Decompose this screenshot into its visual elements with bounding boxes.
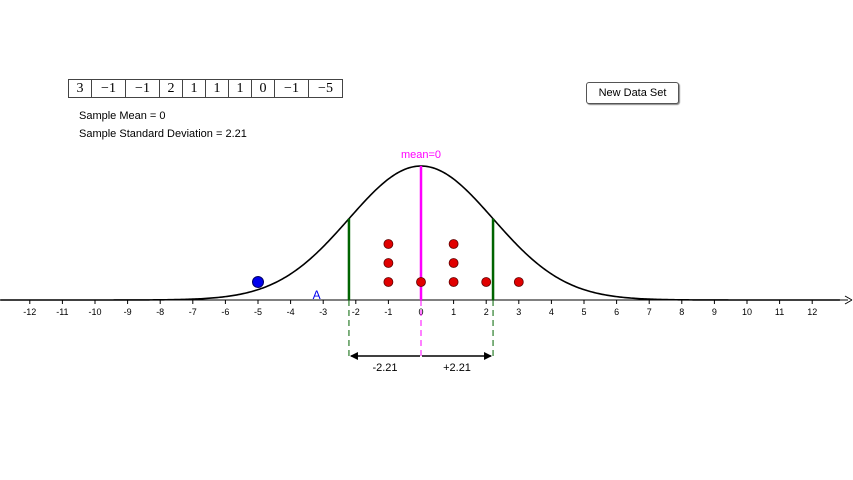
x-tick-label: 2 xyxy=(484,307,489,317)
x-tick-label: 4 xyxy=(549,307,554,317)
x-tick-label: 5 xyxy=(581,307,586,317)
x-tick-label: 8 xyxy=(679,307,684,317)
data-dot xyxy=(383,258,394,268)
x-tick-label: -3 xyxy=(319,307,327,317)
data-dot xyxy=(416,277,426,287)
data-values-row: 3 −1 −1 2 1 1 1 0 −1 −5 xyxy=(68,79,343,98)
minus-sd-label: -2.21 xyxy=(372,362,397,374)
point-a xyxy=(252,276,264,288)
mean-label: mean=0 xyxy=(401,149,441,161)
x-axis-arrow xyxy=(844,295,853,305)
data-value-cell: 0 xyxy=(251,79,275,98)
x-tick-label: -1 xyxy=(384,307,392,317)
x-tick-label: -5 xyxy=(254,307,262,317)
data-value-cell: 1 xyxy=(182,79,206,98)
x-tick-label: -4 xyxy=(287,307,295,317)
data-value-cell: −5 xyxy=(308,79,343,98)
data-dot xyxy=(448,277,459,287)
data-values-table: 3 −1 −1 2 1 1 1 0 −1 −5 xyxy=(68,79,343,98)
data-value-cell: −1 xyxy=(91,79,126,98)
plus-sd-label: +2.21 xyxy=(443,362,471,374)
sample-sd-label: Sample Standard Deviation = 2.21 xyxy=(79,128,247,140)
new-data-set-button[interactable]: New Data Set xyxy=(586,82,679,104)
data-dot xyxy=(383,239,394,249)
x-tick-label: -9 xyxy=(124,307,132,317)
sample-mean-label: Sample Mean = 0 xyxy=(79,110,166,122)
x-tick-label: 12 xyxy=(807,307,817,317)
x-tick-label: 7 xyxy=(647,307,652,317)
x-tick-label: 9 xyxy=(712,307,717,317)
x-tick-label: -7 xyxy=(189,307,197,317)
data-value-cell: 2 xyxy=(159,79,183,98)
data-dot xyxy=(448,258,459,268)
x-tick-label: 6 xyxy=(614,307,619,317)
x-tick-label: -10 xyxy=(88,307,101,317)
data-dot xyxy=(448,239,459,249)
x-tick-label: -8 xyxy=(156,307,164,317)
point-a-label: A xyxy=(313,288,321,302)
x-tick-label: 11 xyxy=(775,307,784,317)
x-tick-label: -11 xyxy=(56,307,68,317)
x-tick-label: 1 xyxy=(451,307,456,317)
data-dots-group xyxy=(252,239,524,288)
data-value-cell: 1 xyxy=(205,79,229,98)
data-dot xyxy=(513,277,524,287)
data-value-cell: 1 xyxy=(228,79,252,98)
x-tick-label: -2 xyxy=(352,307,360,317)
data-dot xyxy=(481,277,492,287)
x-tick-label: 10 xyxy=(742,307,752,317)
x-axis: -12-11-10-9-8-7-6-5-4-3-2-10123456789101… xyxy=(0,295,853,317)
x-tick-label: -6 xyxy=(221,307,229,317)
x-tick-label: 3 xyxy=(516,307,521,317)
data-dot xyxy=(383,277,394,287)
x-tick-label: -12 xyxy=(23,307,36,317)
